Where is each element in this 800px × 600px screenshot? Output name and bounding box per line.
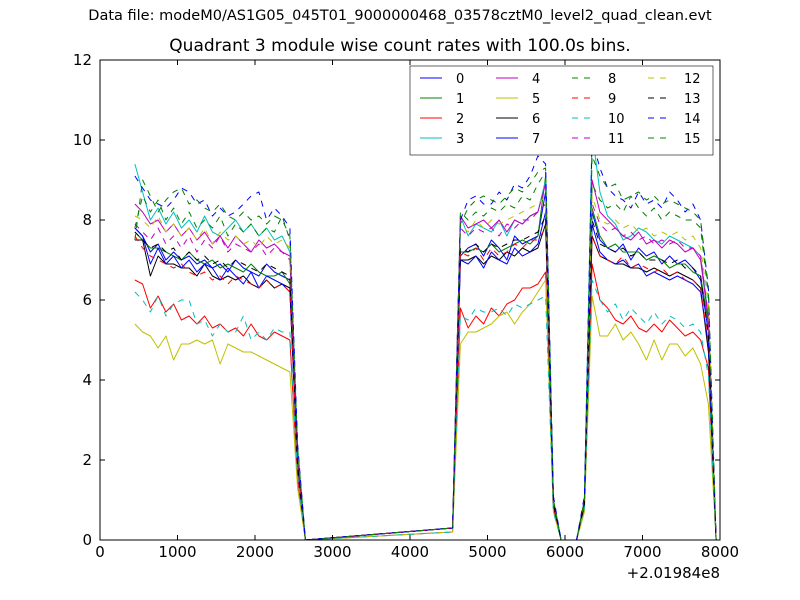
x-tick-label: 6000 — [546, 543, 584, 561]
series-line-9 — [134, 227, 717, 541]
x-tick-label: 2000 — [236, 543, 274, 561]
series-line-10 — [134, 279, 717, 541]
series-line-6 — [134, 223, 717, 541]
legend-label-6: 6 — [532, 112, 540, 127]
legend-label-15: 15 — [684, 132, 701, 147]
series-line-11 — [134, 203, 717, 541]
legend-label-10: 10 — [608, 112, 625, 127]
series-line-13 — [134, 215, 717, 541]
x-tick-label: 4000 — [391, 543, 429, 561]
series-line-8 — [134, 171, 717, 541]
y-tick-label: 8 — [82, 211, 92, 229]
x-tick-label: 5000 — [468, 543, 506, 561]
legend-label-14: 14 — [684, 112, 701, 127]
y-tick-label: 4 — [82, 371, 92, 389]
y-tick-label: 10 — [73, 131, 92, 149]
series-line-7 — [134, 211, 717, 541]
series-line-14 — [134, 139, 717, 541]
series-line-15 — [134, 155, 717, 541]
legend-label-7: 7 — [532, 132, 540, 147]
x-tick-label: 1000 — [158, 543, 196, 561]
y-tick-label: 6 — [82, 291, 92, 309]
y-tick-label: 0 — [82, 531, 92, 549]
legend-label-12: 12 — [684, 72, 701, 87]
y-tick-label: 12 — [73, 51, 92, 69]
x-tick-label: 3000 — [313, 543, 351, 561]
series-line-5 — [134, 279, 717, 541]
legend-label-3: 3 — [456, 132, 464, 147]
legend-label-8: 8 — [608, 72, 616, 87]
series-line-12 — [134, 195, 717, 541]
x-tick-label: 7000 — [623, 543, 661, 561]
series-layer — [134, 131, 717, 541]
series-line-0 — [134, 191, 717, 541]
legend-label-1: 1 — [456, 92, 464, 107]
legend-label-2: 2 — [456, 112, 464, 127]
legend-label-13: 13 — [684, 92, 701, 107]
x-tick-label: 8000 — [701, 543, 739, 561]
series-line-2 — [134, 263, 717, 541]
x-axis-offset-label: +2.01984e8 — [627, 564, 720, 582]
legend-label-4: 4 — [532, 72, 540, 87]
chart-title: Quadrant 3 module wise count rates with … — [169, 36, 631, 56]
legend-label-9: 9 — [608, 92, 616, 107]
axis-ticks: 0 1000 2000 3000 4000 5000 6000 7000 80000246810… — [73, 51, 739, 561]
series-line-3 — [134, 131, 717, 541]
y-tick-label: 2 — [82, 451, 92, 469]
legend-label-0: 0 — [456, 72, 464, 87]
legend-label-11: 11 — [608, 132, 625, 147]
legend-box — [409, 65, 714, 156]
legend-label-5: 5 — [532, 92, 540, 107]
figure-suptitle: Data file: modeM0/AS1G05_045T01_90000004… — [88, 8, 712, 24]
x-tick-label: 0 — [95, 543, 105, 561]
